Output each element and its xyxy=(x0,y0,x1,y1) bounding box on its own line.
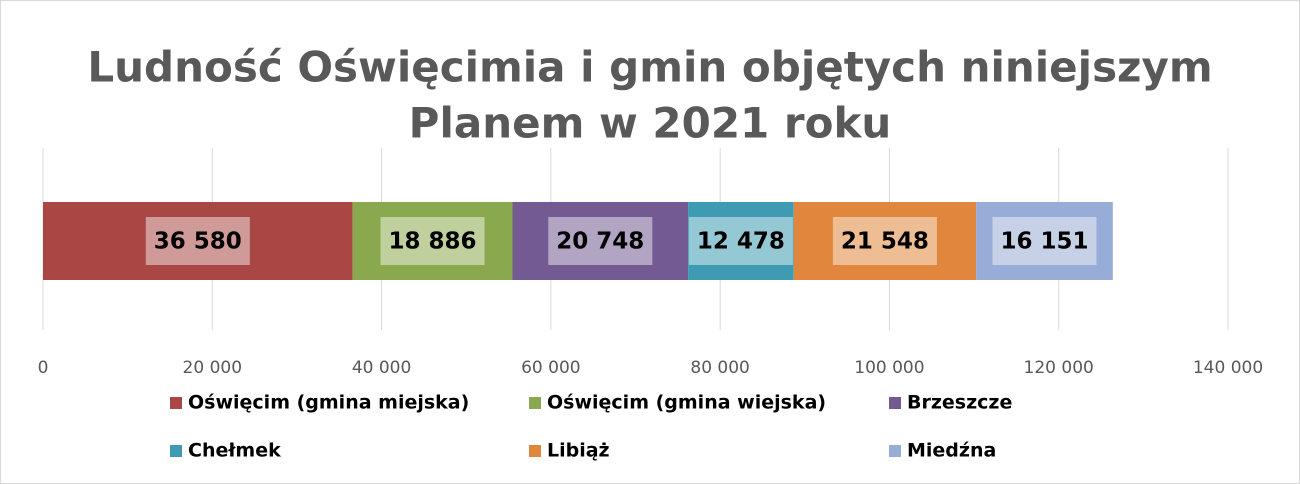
bar-segment xyxy=(352,202,513,280)
legend-label: Brzeszcze xyxy=(907,392,1012,414)
legend-swatch xyxy=(170,445,182,457)
value-label: 36 580 xyxy=(154,229,242,255)
x-tick-label: 120 000 xyxy=(1024,358,1094,378)
value-label-box xyxy=(380,217,485,265)
legend-label: Miedźna xyxy=(907,440,996,462)
value-label-box xyxy=(832,217,937,265)
x-tick-label: 60 000 xyxy=(521,358,580,378)
legend-swatch xyxy=(889,397,901,409)
x-tick-label: 100 000 xyxy=(854,358,924,378)
value-label: 20 748 xyxy=(556,229,644,255)
bar-segment xyxy=(793,202,977,280)
legend-swatch xyxy=(529,445,541,457)
value-label-box xyxy=(688,217,793,265)
bar-segment xyxy=(512,202,689,280)
legend-swatch xyxy=(889,445,901,457)
value-label: 16 151 xyxy=(1000,229,1088,255)
x-tick-label: 140 000 xyxy=(1193,358,1263,378)
legend-swatch xyxy=(529,397,541,409)
legend-label: Chełmek xyxy=(188,440,281,462)
chart-title: Planem w 2021 roku xyxy=(409,99,892,148)
value-label-box xyxy=(145,217,250,265)
value-label: 12 478 xyxy=(697,229,785,255)
value-label-box xyxy=(992,217,1097,265)
x-tick-label: 0 xyxy=(38,358,49,378)
value-label-box xyxy=(548,217,653,265)
x-tick-label: 20 000 xyxy=(183,358,242,378)
bar-segment xyxy=(976,202,1113,280)
value-label: 21 548 xyxy=(841,229,929,255)
chart-title: Ludność Oświęcimia i gmin objętych ninie… xyxy=(87,43,1212,92)
legend-label: Oświęcim (gmina wiejska) xyxy=(547,392,826,414)
legend-label: Libiąż xyxy=(547,440,610,462)
legend-label: Oświęcim (gmina miejska) xyxy=(188,392,469,414)
bar-segment xyxy=(688,202,794,280)
x-tick-label: 40 000 xyxy=(352,358,411,378)
legend-swatch xyxy=(170,397,182,409)
value-label: 18 886 xyxy=(389,229,477,255)
x-tick-label: 80 000 xyxy=(690,358,749,378)
bar-segment xyxy=(43,202,353,280)
